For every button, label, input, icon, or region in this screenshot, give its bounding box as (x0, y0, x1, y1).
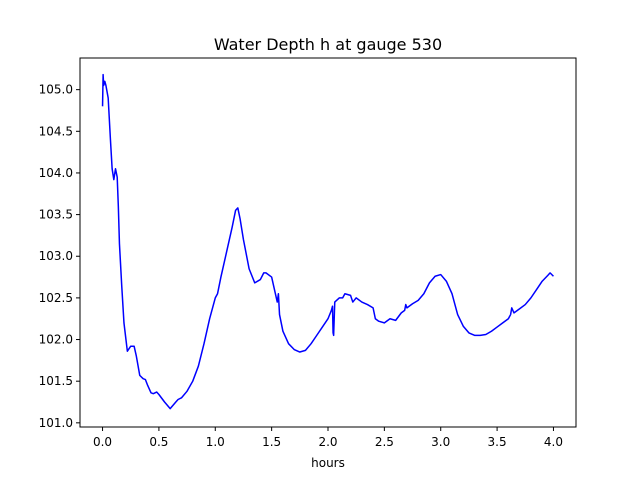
y-tick-label: 104.0 (39, 166, 73, 180)
y-tick-label: 102.0 (39, 333, 73, 347)
x-axis-label: hours (311, 456, 345, 470)
x-axis-ticks: 0.0 0.5 1.0 1.5 2.0 2.5 3.0 3.5 4.0 (93, 427, 563, 449)
plot-frame (79, 57, 577, 428)
x-tick-label: 1.0 (206, 435, 225, 449)
x-tick-label: 3.0 (431, 435, 450, 449)
y-tick-label: 101.0 (39, 416, 73, 430)
y-axis-ticks: 101.0 101.5 102.0 102.5 103.0 103.5 104.0 104.5… (39, 83, 80, 430)
x-tick-label: 0.0 (93, 435, 112, 449)
y-tick-label: 104.5 (39, 124, 73, 138)
series-line-1 (101, 73, 554, 410)
x-tick-label: 2.5 (375, 435, 394, 449)
x-tick-label: 0.5 (149, 435, 168, 449)
x-tick-label: 2.0 (318, 435, 337, 449)
y-tick-label: 101.5 (39, 374, 73, 388)
x-tick-label: 3.5 (488, 435, 507, 449)
y-tick-label: 102.5 (39, 291, 73, 305)
y-tick-label: 103.0 (39, 249, 73, 263)
x-tick-label: 4.0 (544, 435, 563, 449)
x-tick-label: 1.5 (262, 435, 281, 449)
y-tick-label: 103.5 (39, 208, 73, 222)
chart-title: Water Depth h at gauge 530 (214, 35, 442, 54)
plot-content (101, 73, 554, 410)
y-tick-label: 105.0 (39, 83, 73, 97)
